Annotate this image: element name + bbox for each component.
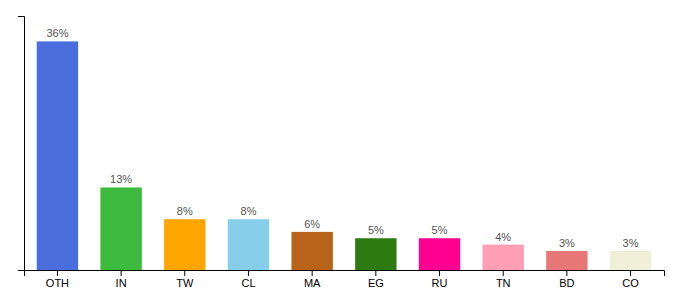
- x-axis-line: [25, 271, 665, 277]
- x-tick-mark: [566, 270, 567, 276]
- data-label: 6%: [304, 218, 320, 230]
- bar: [355, 238, 396, 270]
- data-label: 3%: [559, 237, 575, 249]
- bar: [483, 245, 524, 270]
- x-tick-label: CO: [622, 277, 639, 289]
- x-tick-mark: [121, 270, 122, 276]
- data-label: 36%: [46, 27, 68, 39]
- bar: [228, 219, 269, 270]
- x-tick-label: EG: [368, 277, 384, 289]
- bars: [37, 41, 652, 270]
- x-tick: TN: [496, 270, 511, 289]
- x-tick: RU: [432, 270, 448, 289]
- data-label: 4%: [495, 231, 511, 243]
- x-tick-mark: [630, 270, 631, 276]
- bar: [419, 238, 460, 270]
- x-tick: TW: [176, 270, 194, 289]
- x-tick-label: TN: [496, 277, 511, 289]
- data-label: 3%: [623, 237, 639, 249]
- x-tick: OTH: [46, 270, 69, 289]
- x-tick-mark: [439, 270, 440, 276]
- data-label: 8%: [241, 205, 257, 217]
- data-label: 5%: [432, 224, 448, 236]
- data-label: 8%: [177, 205, 193, 217]
- chart-container: OTHINTWCLMAEGRUTNBDCO36%13%8%8%6%5%5%4%3…: [0, 0, 680, 300]
- y-axis: [18, 17, 25, 271]
- bar: [291, 232, 332, 270]
- bar: [100, 187, 141, 270]
- x-tick-label: BD: [559, 277, 574, 289]
- x-tick: CL: [241, 270, 255, 289]
- x-tick-label: MA: [304, 277, 321, 289]
- x-tick: CO: [622, 270, 639, 289]
- x-tick: IN: [116, 270, 127, 289]
- bar: [164, 219, 205, 270]
- x-tick: MA: [304, 270, 321, 289]
- y-axis-line: [18, 17, 25, 271]
- x-tick-label: CL: [241, 277, 255, 289]
- data-labels: 36% 13% 8% 8% 6% 5% 5% 4% 3% 3%: [46, 27, 638, 249]
- data-label: 13%: [110, 173, 132, 185]
- data-label: 5%: [368, 224, 384, 236]
- x-tick-mark: [57, 270, 58, 276]
- x-tick-label: IN: [116, 277, 127, 289]
- bar: [610, 251, 651, 270]
- x-tick: BD: [559, 270, 574, 289]
- bar: [546, 251, 587, 270]
- x-axis: OTH IN TW CL MA EG RU TN BD CO: [25, 270, 665, 289]
- x-tick-mark: [312, 270, 313, 276]
- x-tick: EG: [368, 270, 384, 289]
- plot-area: OTHINTWCLMAEGRUTNBDCO36%13%8%8%6%5%5%4%3…: [18, 17, 665, 289]
- bar: [37, 41, 78, 270]
- x-tick-mark: [248, 270, 249, 276]
- x-tick-label: OTH: [46, 277, 69, 289]
- x-tick-mark: [503, 270, 504, 276]
- x-tick-mark: [184, 270, 185, 276]
- x-tick-mark: [375, 270, 376, 276]
- x-tick-label: TW: [176, 277, 194, 289]
- chart-svg: OTHINTWCLMAEGRUTNBDCO36%13%8%8%6%5%5%4%3…: [0, 0, 680, 300]
- x-tick-label: RU: [432, 277, 448, 289]
